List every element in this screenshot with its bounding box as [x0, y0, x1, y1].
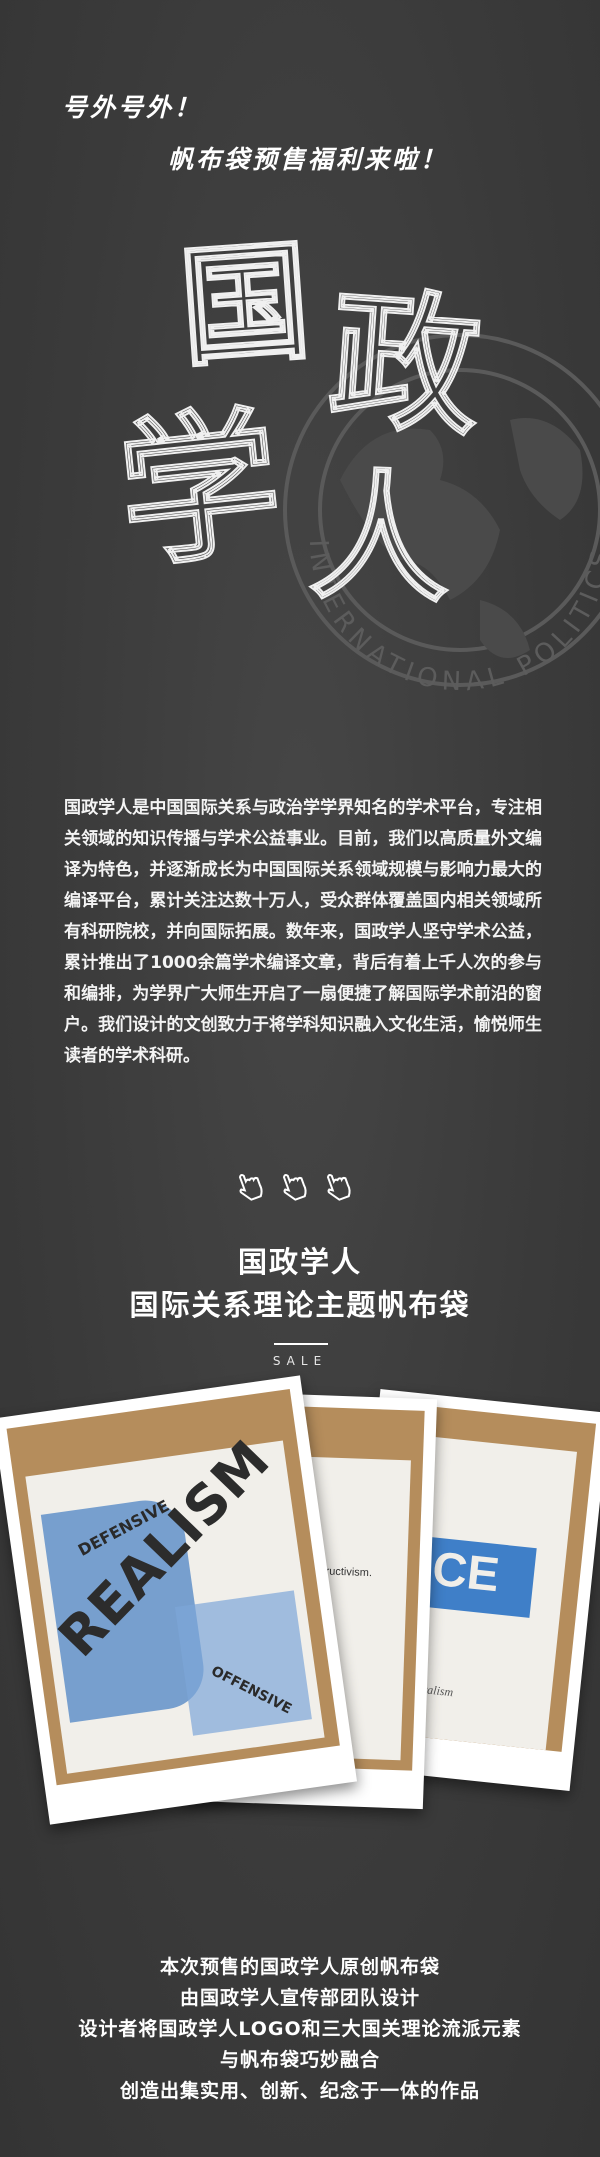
logo-char-ren: 人 — [306, 455, 454, 625]
logo-char-guo: 国 — [174, 224, 316, 387]
desc-line-3: 设计者将国政学人LOGO和三大国关理论流派元素 — [78, 2018, 522, 2040]
desc-line-5: 创造出集实用、创新、纪念于一体的作品 — [119, 2080, 480, 2102]
logo-char-xue: 学 — [110, 387, 291, 592]
headline-presale: 帆布袋预售福利来啦！ — [168, 145, 449, 174]
bag-realism: DEFENSIVE REALISM OFFENSIVE — [25, 1428, 325, 1774]
pointing-hand-icon — [238, 1174, 263, 1201]
globe-emblem-icon: INTERNATIONAL POLITICS — [283, 333, 600, 697]
desc-line-1: 本次预售的国政学人原创帆布袋 — [159, 1956, 440, 1978]
headline-extra: 号外号外！ — [62, 93, 203, 122]
title-divider — [274, 1343, 328, 1345]
intro-paragraph: 国政学人是中国国际关系与政治学学界知名的学术平台，专注相关领域的知识传播与学术公… — [64, 798, 542, 1066]
pointing-hand-icon — [326, 1174, 351, 1201]
product-title-brand: 国政学人 — [237, 1245, 362, 1279]
desc-line-4: 与帆布袋巧妙融合 — [219, 2049, 380, 2071]
logo-char-zheng: 政 — [323, 272, 487, 458]
pointer-row — [0, 1170, 600, 1210]
desc-line-2: 由国政学人宣传部团队设计 — [179, 1987, 420, 2009]
photo-realism-bag: DEFENSIVE REALISM OFFENSIVE — [0, 1375, 358, 1825]
pointing-hand-icon — [282, 1174, 307, 1201]
product-title-name: 国际关系理论主题帆布袋 — [129, 1288, 471, 1322]
sale-label: SALE — [272, 1354, 328, 1368]
